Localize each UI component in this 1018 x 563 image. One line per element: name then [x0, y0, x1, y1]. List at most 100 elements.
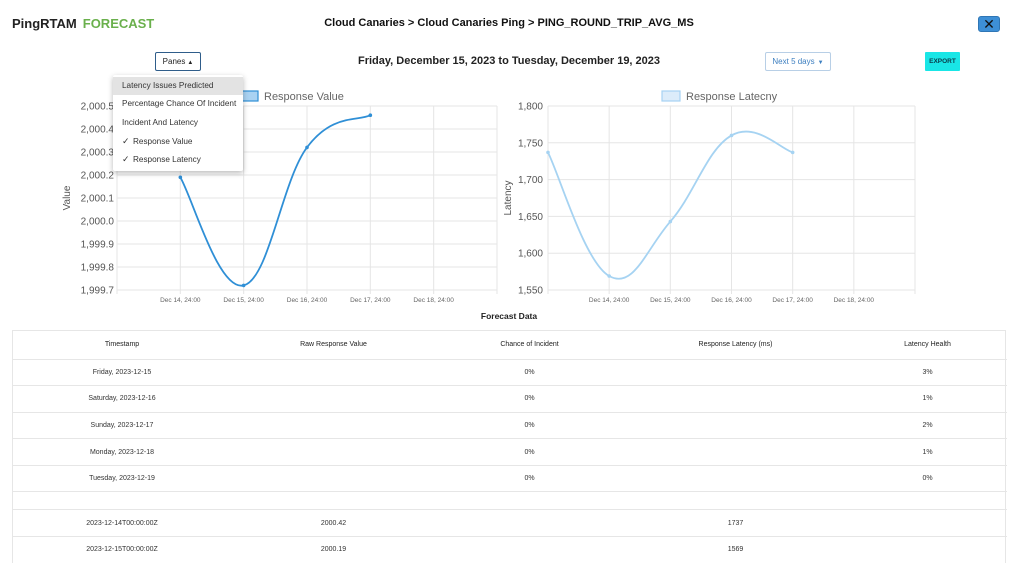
table-cell: Friday, 2023-12-15 [13, 359, 231, 387]
forecast-table: Timestamp Raw Response Value Chance of Inc… [12, 330, 1007, 563]
data-point [546, 150, 550, 155]
panes-menu: Latency Issues Predicted Percentage Chanc… [113, 75, 243, 171]
y-tick-label: 1,600 [518, 249, 543, 260]
table-cell [231, 412, 436, 440]
date-range-title: Friday, December 15, 2023 to Tuesday, De… [357, 55, 661, 67]
column-header[interactable]: Response Latency (ms) [623, 331, 848, 360]
panes-menu-item-label: Response Latency [133, 155, 201, 165]
y-tick-label: 2,000.4 [81, 125, 115, 136]
table-cell: Tuesday, 2023-12-19 [13, 465, 231, 493]
x-tick-label: Dec 17, 24:00 [772, 297, 813, 304]
period-label: Next 5 days [772, 57, 815, 66]
legend-label[interactable]: Response Value [264, 91, 344, 103]
table-cell [436, 536, 623, 563]
period-dropdown-button[interactable]: Next 5 days ▼ [765, 52, 831, 71]
x-tick-label: Dec 14, 24:00 [160, 297, 201, 304]
x-tick-label: Dec 15, 24:00 [223, 297, 264, 304]
table-cell [436, 509, 623, 538]
table-row: Friday, 2023-12-15 0% 3% [13, 359, 1007, 387]
column-header[interactable]: Latency Health [848, 331, 1007, 360]
y-tick-label: 1,999.9 [81, 240, 115, 251]
data-point [729, 133, 734, 138]
legend-swatch[interactable] [661, 90, 681, 102]
caret-down-icon: ▼ [817, 60, 824, 66]
table-cell: 0% [436, 412, 623, 440]
table-cell: 2023-12-15T00:00:00Z [13, 536, 231, 563]
x-tick-label: Dec 16, 24:00 [287, 297, 328, 304]
y-tick-label: 1,800 [518, 102, 543, 113]
app-name: PingRTAM [12, 16, 77, 31]
panes-menu-item[interactable]: Percentage Chance Of Incident [113, 95, 243, 113]
data-point [790, 150, 795, 155]
panes-menu-item[interactable]: Incident And Latency [113, 114, 243, 132]
table-cell [231, 465, 436, 493]
table-cell: 2023-12-14T00:00:00Z [13, 509, 231, 538]
y-tick-label: 1,999.7 [81, 286, 115, 297]
table-spacer-cell [13, 491, 1007, 511]
table-cell: 2% [848, 412, 1007, 440]
table-cell: 1% [848, 438, 1007, 466]
export-button[interactable]: EXPORT [925, 52, 960, 71]
table-cell [623, 412, 848, 440]
table-header-row: Timestamp Raw Response Value Chance of Inc… [13, 331, 1007, 360]
close-icon: ✕ [983, 16, 995, 32]
x-tick-label: Dec 14, 24:00 [589, 297, 630, 304]
checkmark-icon: ✓ [122, 135, 130, 146]
column-header[interactable]: Chance of Incident [436, 331, 623, 360]
y-tick-label: 1,700 [518, 175, 543, 186]
table-row: Monday, 2023-12-18 0% 1% [13, 438, 1007, 466]
column-header[interactable]: Raw Response Value [231, 331, 436, 360]
table-spacer-row [13, 491, 1007, 511]
table-cell [623, 385, 848, 413]
table-cell [231, 385, 436, 413]
panes-label: Panes [162, 57, 186, 66]
table-cell: 1% [848, 385, 1007, 413]
column-header[interactable]: Timestamp [13, 331, 231, 360]
app-tag: FORECAST [82, 16, 155, 31]
table-cell: Saturday, 2023-12-16 [13, 385, 231, 413]
table-cell: 0% [436, 359, 623, 387]
data-point [305, 145, 309, 150]
table-cell [231, 438, 436, 466]
panes-menu-item-label: Latency Issues Predicted [122, 81, 214, 90]
table-row: 2023-12-15T00:00:00Z 2000.19 1569 [13, 536, 1007, 563]
y-axis-title: Latency [503, 180, 514, 215]
response-latency-chart: 1,550 1,600 1,650 1,700 1,750 1,800 Dec 14, 24… [495, 88, 940, 308]
panes-menu-item[interactable]: Latency Issues Predicted [113, 77, 243, 96]
legend-label[interactable]: Response Latecny [686, 91, 778, 103]
table-row: 2023-12-14T00:00:00Z 2000.42 1737 [13, 509, 1007, 538]
data-point [178, 175, 183, 180]
table-row: Saturday, 2023-12-16 0% 1% [13, 385, 1007, 413]
data-point [607, 274, 611, 278]
panes-menu-item[interactable]: ✓ Response Value [113, 132, 243, 150]
table-cell: 0% [436, 438, 623, 466]
y-axis-title: Value [62, 185, 73, 210]
data-point [241, 283, 246, 288]
panes-menu-item-label: Incident And Latency [122, 117, 199, 127]
table-cell [623, 465, 848, 493]
table-cell: 0% [436, 465, 623, 493]
checkmark-icon: ✓ [122, 154, 130, 165]
data-point [368, 113, 373, 117]
y-tick-label: 2,000.3 [81, 148, 115, 159]
table-cell [848, 509, 1007, 538]
panes-menu-item[interactable]: ✓ Response Latency [113, 150, 243, 168]
series-line [547, 130, 793, 280]
table-cell [623, 359, 848, 387]
caret-up-icon: ▲ [187, 60, 194, 66]
table-row: Tuesday, 2023-12-19 0% 0% [13, 465, 1007, 493]
brand: PingRTAM FORECAST [12, 16, 154, 31]
series-line [179, 114, 371, 287]
response-latency-chart-svg: 1,550 1,600 1,650 1,700 1,750 1,800 Dec 14, 24… [503, 90, 916, 304]
table-cell: 3% [848, 359, 1007, 387]
data-point [668, 219, 673, 224]
x-tick-label: Dec 16, 24:00 [711, 297, 752, 304]
table-cell: Sunday, 2023-12-17 [13, 412, 231, 440]
y-tick-label: 2,000.5 [81, 102, 115, 113]
table-cell: 2000.42 [231, 509, 436, 538]
x-tick-label: Dec 15, 24:00 [650, 297, 691, 304]
panes-dropdown-button[interactable]: Panes ▲ [155, 52, 201, 71]
y-tick-label: 2,000.1 [81, 194, 115, 205]
close-button[interactable]: ✕ [978, 16, 1000, 32]
x-tick-label: Dec 18, 24:00 [413, 297, 454, 304]
